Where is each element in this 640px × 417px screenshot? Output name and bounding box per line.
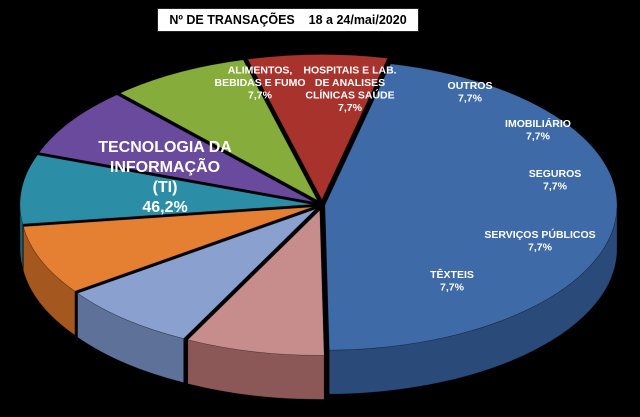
pie-slices [19,54,618,356]
pie-slice [76,208,316,339]
slice-category-label: (TI) [153,179,178,196]
pie-slice [19,154,313,225]
slice-labels: TECNOLOGIA DAINFORMAÇÃO(TI)46,2%TÊXTEIS7… [98,64,595,293]
slice-category-label: CLÍNICAS SAÚDE [305,88,394,101]
pie-slice [324,63,618,351]
slice-category-label: INFORMAÇÃO [110,156,220,176]
slice-value-label: 7,7% [543,180,568,192]
slice-value-label: 46,2% [142,199,187,216]
slice-category-label: ALIMENTOS, [228,65,293,77]
pie-slice [38,94,314,203]
slice-category-label: TECNOLOGIA DA [98,139,232,156]
slice-category-label: OUTROS [448,80,493,92]
pie-slice [247,54,388,201]
slice-category-label: IMOBILIÁRIO [505,117,571,130]
pie-slice [119,59,318,201]
slice-category-label: SEGUROS [529,168,582,180]
pie-slice [22,206,313,292]
slice-category-label: HOSPITAIS E LAB. [303,64,396,76]
slice-value-label: 7,7% [458,92,483,104]
slice-value-label: 7,7% [440,281,465,293]
pie-slice [187,209,325,356]
slice-value-label: 7,7% [526,130,551,142]
slice-category-label: TÊXTEIS [430,268,474,281]
slice-category-label: BEBIDAS E FUMO [214,77,305,89]
slice-category-label: SERVIÇOS PÚBLICOS [484,228,595,241]
chart-title: Nº DE TRANSAÇÕES 18 a 24/mai/2020 [157,8,419,32]
slice-category-label: DE ANALISES [315,77,385,89]
slice-value-label: 7,7% [338,102,363,114]
slice-value-label: 7,7% [248,90,273,102]
slice-value-label: 7,7% [528,241,553,253]
